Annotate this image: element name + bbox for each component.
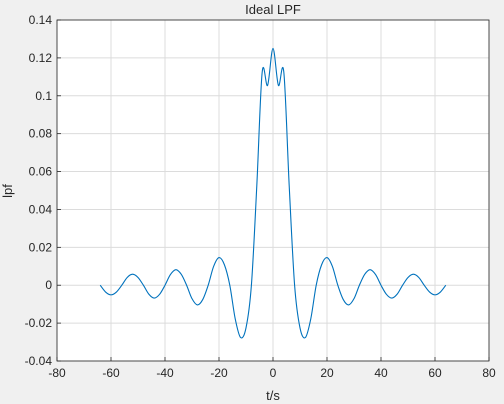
y-tick-label: 0 — [45, 278, 52, 292]
x-tick-label: 20 — [320, 366, 334, 380]
series-line — [99, 47, 447, 339]
y-tick-label: 0.08 — [29, 127, 53, 141]
x-tick-label: 80 — [482, 366, 496, 380]
x-axis-label: t/s — [266, 388, 280, 403]
x-tick-label: 60 — [428, 366, 442, 380]
y-tick-label: 0.02 — [29, 240, 53, 254]
y-tick-label: -0.02 — [25, 316, 53, 330]
series-layer — [99, 47, 447, 339]
x-tick-label: -60 — [102, 366, 120, 380]
y-tick-label: 0.04 — [29, 202, 53, 216]
y-tick-label: 0.12 — [29, 51, 53, 65]
x-tick-label: -80 — [48, 366, 66, 380]
y-tick-label: -0.04 — [25, 354, 53, 368]
y-tick-label: 0.14 — [29, 13, 53, 27]
x-tick-label: -20 — [210, 366, 228, 380]
y-tick-label: 0.06 — [29, 165, 53, 179]
ticks: -80 -60 -40 -20 0 20 40 60 80 -0.04 -0.02 0 0.02 0.04… — [25, 13, 496, 380]
chart-title: Ideal LPF — [245, 2, 301, 17]
y-tick-label: 0.1 — [35, 89, 52, 103]
y-axis-label: lpf — [0, 184, 15, 198]
x-tick-label: 0 — [270, 366, 277, 380]
x-tick-label: 40 — [374, 366, 388, 380]
x-tick-label: -40 — [156, 366, 174, 380]
